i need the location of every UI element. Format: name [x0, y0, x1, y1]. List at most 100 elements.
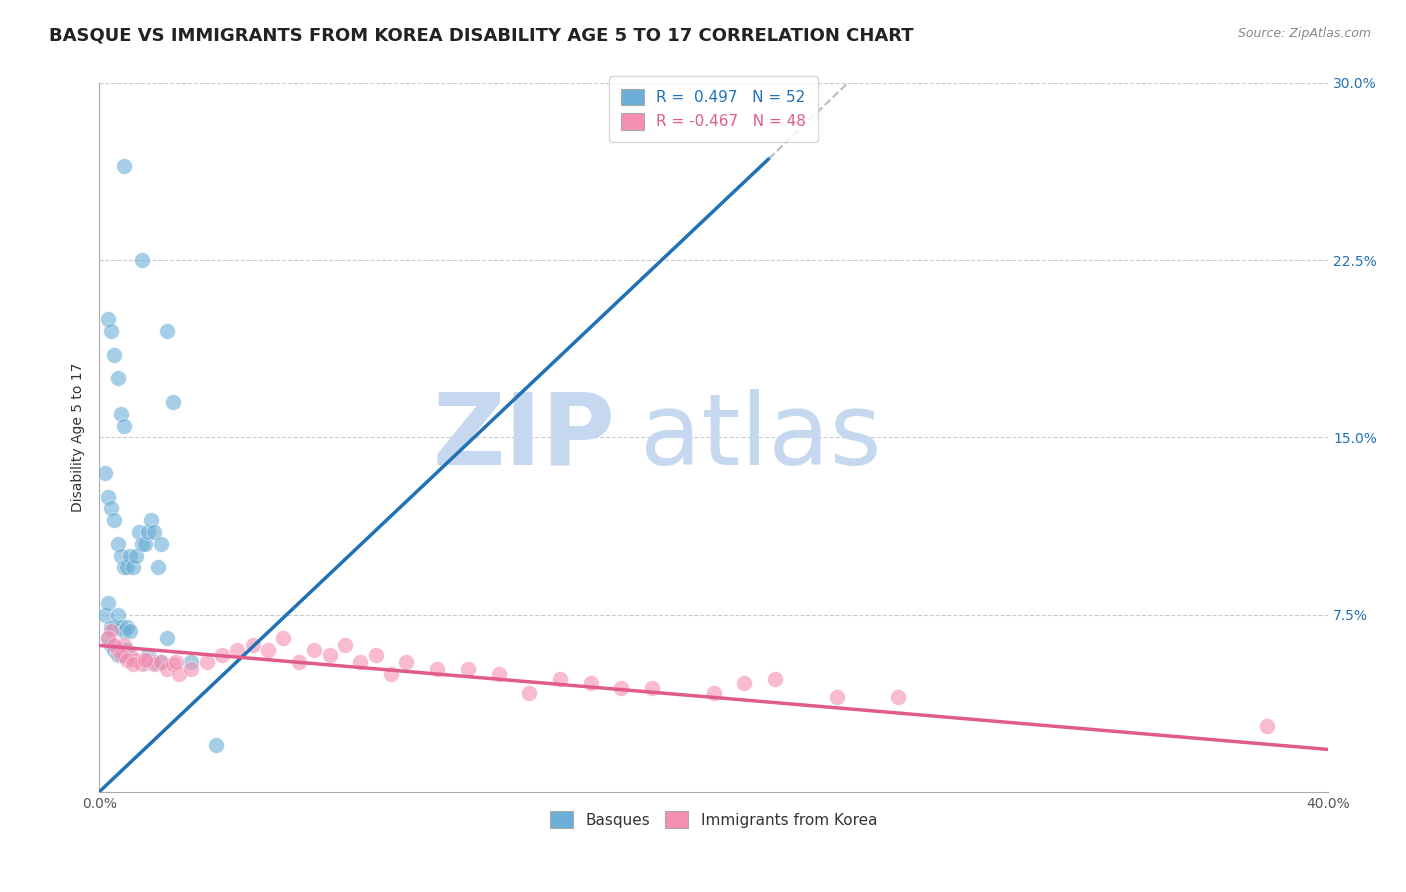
Point: [107, 648, 129, 662]
Point: [273, 632, 295, 646]
Point: [122, 560, 145, 574]
Point: [134, 652, 156, 666]
Point: [180, 662, 202, 676]
Text: ZIP: ZIP: [433, 389, 616, 486]
Point: [94, 607, 117, 622]
Point: [131, 537, 153, 551]
Point: [426, 662, 449, 676]
Point: [167, 666, 190, 681]
Point: [100, 639, 122, 653]
Point: [887, 690, 910, 705]
Point: [825, 690, 848, 705]
Point: [134, 537, 156, 551]
Point: [302, 643, 325, 657]
Point: [548, 672, 571, 686]
Point: [211, 648, 233, 662]
Point: [110, 643, 132, 657]
Point: [457, 662, 479, 676]
Point: [149, 537, 172, 551]
Point: [364, 648, 387, 662]
Point: [143, 524, 166, 539]
Text: BASQUE VS IMMIGRANTS FROM KOREA DISABILITY AGE 5 TO 17 CORRELATION CHART: BASQUE VS IMMIGRANTS FROM KOREA DISABILI…: [49, 27, 914, 45]
Point: [110, 549, 132, 563]
Point: [100, 501, 122, 516]
Point: [226, 643, 249, 657]
Point: [380, 666, 402, 681]
Point: [125, 652, 148, 666]
Point: [115, 652, 138, 666]
Point: [118, 648, 141, 662]
Point: [165, 655, 187, 669]
Point: [115, 619, 138, 633]
Point: [112, 159, 135, 173]
Point: [107, 643, 129, 657]
Point: [149, 655, 172, 669]
Point: [94, 466, 117, 480]
Point: [517, 686, 540, 700]
Text: atlas: atlas: [640, 389, 882, 486]
Point: [136, 648, 159, 662]
Point: [180, 655, 202, 669]
Point: [333, 639, 356, 653]
Point: [141, 513, 163, 527]
Point: [110, 619, 132, 633]
Point: [115, 560, 138, 574]
Point: [103, 639, 125, 653]
Point: [112, 639, 135, 653]
Point: [349, 655, 371, 669]
Point: [288, 655, 311, 669]
Point: [97, 632, 120, 646]
Point: [110, 407, 132, 421]
Text: Source: ZipAtlas.com: Source: ZipAtlas.com: [1237, 27, 1371, 40]
Point: [733, 676, 755, 690]
Point: [131, 657, 153, 672]
Point: [100, 624, 122, 639]
Point: [125, 549, 148, 563]
Point: [156, 662, 179, 676]
Point: [195, 655, 218, 669]
Point: [579, 676, 602, 690]
Point: [122, 657, 145, 672]
Point: [156, 324, 179, 338]
Point: [162, 395, 184, 409]
Point: [318, 648, 340, 662]
Point: [107, 371, 129, 385]
Point: [257, 643, 280, 657]
Point: [395, 655, 418, 669]
Point: [112, 418, 135, 433]
Point: [100, 619, 122, 633]
Point: [136, 652, 159, 666]
Point: [488, 666, 510, 681]
Point: [112, 624, 135, 639]
Point: [103, 348, 125, 362]
Point: [143, 655, 166, 669]
Point: [763, 672, 786, 686]
Point: [97, 490, 120, 504]
Point: [107, 537, 129, 551]
Point: [103, 513, 125, 527]
Point: [100, 324, 122, 338]
Point: [146, 560, 169, 574]
Point: [1256, 719, 1278, 733]
Point: [156, 632, 179, 646]
Point: [128, 524, 150, 539]
Point: [118, 624, 141, 639]
Point: [118, 549, 141, 563]
Point: [131, 253, 153, 268]
Point: [112, 648, 135, 662]
Point: [97, 632, 120, 646]
Y-axis label: Disability Age 5 to 17: Disability Age 5 to 17: [72, 363, 86, 512]
Point: [115, 643, 138, 657]
Point: [97, 596, 120, 610]
Point: [149, 655, 172, 669]
Point: [97, 312, 120, 326]
Point: [703, 686, 725, 700]
Point: [136, 524, 159, 539]
Point: [112, 560, 135, 574]
Point: [205, 738, 228, 752]
Point: [162, 657, 184, 672]
Point: [641, 681, 664, 695]
Point: [110, 648, 132, 662]
Point: [242, 639, 264, 653]
Point: [103, 619, 125, 633]
